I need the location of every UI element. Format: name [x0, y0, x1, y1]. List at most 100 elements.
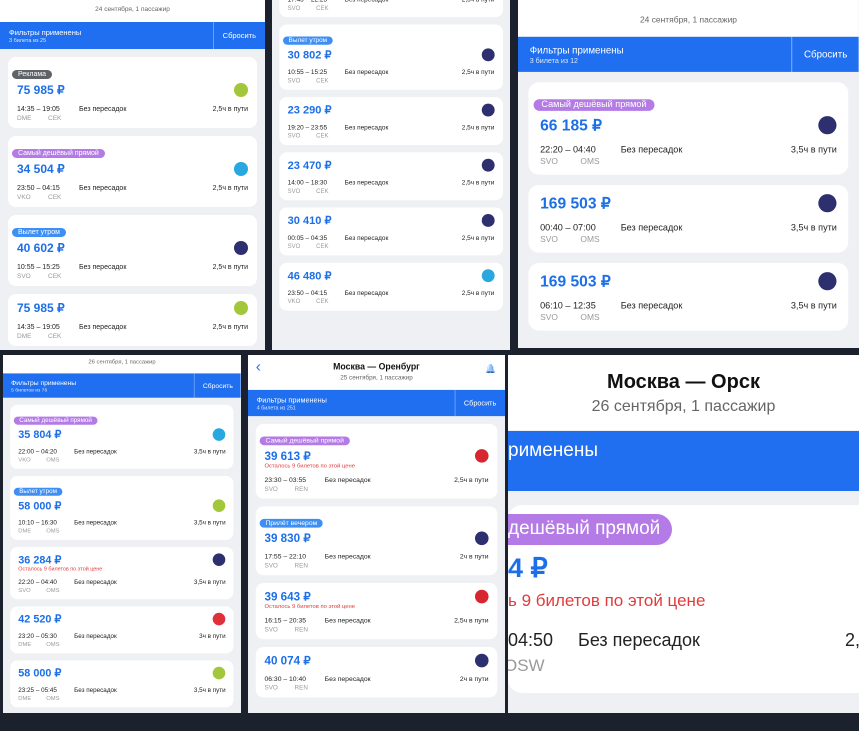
ticket-badge: Самый дешёвый прямой — [12, 149, 105, 158]
airline-logo — [481, 269, 495, 283]
to-airport: OMS — [580, 157, 600, 167]
flight-row: 23:20 – 05:30 Без пересадок 3ч в пути — [18, 634, 225, 640]
from-airport: DME — [18, 641, 32, 648]
screen: 26 сентября, 1 пассажир Фильтры применены… — [3, 355, 241, 708]
reset-button[interactable]: Сбросить — [193, 373, 241, 398]
ticket-badge: Самый дешёвый прямой — [13, 416, 98, 425]
airport-codes: SVO OMS — [540, 158, 837, 167]
to-airport: CEK — [316, 77, 329, 85]
ticket-card[interactable]: 46 480 ₽ 23:50 – 04:15 Без пересадок 2,5ч в… — [279, 262, 503, 311]
flight-duration: 2ч в пути — [459, 553, 489, 561]
ticket-card[interactable]: Самый дешёвый прямой 39 613 ₽ Осталось 9 б… — [255, 423, 498, 499]
route-subtitle: 26 сентября, 1 пассажир — [88, 359, 156, 366]
to-airport: CEK — [316, 243, 329, 250]
reset-button[interactable]: Сбросить — [212, 22, 265, 49]
ticket-card[interactable]: 23 290 ₽ 19:20 – 23:55 Без пересадок 2,5ч в… — [279, 97, 503, 145]
flight-row: 16:15 – 20:35 Без пересадок 2,5ч в пути — [264, 618, 488, 625]
to-airport: CEK — [316, 5, 329, 12]
filter-bar: Фильтры применены 4 билета из 251 Сбросить — [248, 389, 505, 417]
flight-stops: Без пересадок — [578, 630, 700, 650]
back-button[interactable]: ‹ — [255, 358, 261, 376]
airport-codes: DME OMS — [18, 696, 225, 702]
filter-title: Фильтры применены — [529, 44, 624, 57]
flight-duration: 2,5ч в пути — [212, 185, 248, 192]
route-subtitle: 26 сентября, 1 пассажир — [591, 398, 776, 415]
from-airport: SVO — [287, 5, 301, 12]
from-airport: SVO — [264, 626, 278, 634]
flight-stops: Без пересадок — [74, 449, 117, 456]
flight-row: 00:40 – 07:00 Без пересадок 3,5ч в пути — [540, 224, 837, 233]
flight-stops: Без пересадок — [344, 124, 389, 132]
ticket-card[interactable]: Вылет утром 40 602 ₽ 10:55 – 15:25 Без пере… — [8, 215, 257, 286]
reset-button[interactable]: Сбросить — [454, 389, 505, 417]
ticket-badge: Прилёт вечером — [259, 518, 324, 528]
flight-duration: 2,5ч в пути — [212, 264, 248, 271]
route-subtitle: 24 сентября, 1 пассажир — [639, 16, 738, 26]
ticket-card[interactable]: Вылет утром 30 802 ₽ 10:55 – 15:25 Без пере… — [279, 24, 503, 90]
airport-codes: SVO OMS — [540, 236, 837, 245]
ticket-price: 39 613 ₽ — [264, 449, 311, 463]
flight-times: 16:15 – 20:35 — [264, 617, 307, 625]
to-airport: OMS — [580, 235, 600, 245]
flight-row: 06:10 – 12:35 Без пересадок 3,5ч в пути — [540, 302, 837, 311]
airline-logo — [818, 116, 837, 135]
flight-times: 23:25 – 05:45 — [18, 687, 57, 694]
ticket-card[interactable]: 42 520 ₽ 23:20 – 05:30 Без пересадок 3ч в п… — [10, 606, 234, 654]
flight-stops: Без пересадок — [620, 146, 683, 156]
ticket-card[interactable]: Самый дешёвый прямой 35 804 ₽ 22:00 – 04:2… — [10, 404, 234, 469]
flight-row: 14:35 – 19:05 Без пересадок 2,5ч в пути — [17, 324, 248, 331]
flight-row: 22:20 – 04:40 Без пересадок 3,5ч в пути — [18, 580, 225, 586]
ticket-card[interactable]: 36 284 ₽ Осталось 9 билетов по этой цене 2… — [10, 547, 234, 600]
ticket-card[interactable]: 169 503 ₽ 00:40 – 07:00 Без пересадок 3,5ч … — [528, 185, 849, 253]
filter-title: рименены — [508, 440, 599, 461]
to-airport: REN — [294, 485, 308, 493]
airline-logo — [234, 83, 248, 97]
ticket-card[interactable]: Реклама 75 985 ₽ 14:35 – 19:05 Без пересадо… — [8, 57, 257, 128]
reset-button[interactable]: Сбросить — [790, 36, 859, 72]
filter-title: Фильтры применены — [9, 28, 82, 37]
flight-row: 17:45 – 22:25 Без пересадок 2,5ч в пути — [288, 0, 495, 3]
flight-row: 00:05 – 04:35 Без пересадок 2,5ч в пути — [288, 235, 495, 241]
filter-bar: Фильтры применены 3 билета из 12 Сбросить — [518, 36, 859, 72]
flight-times: 06:10 – 12:35 — [540, 302, 596, 312]
screenshot-panel: 24 сентября, 1 пассажир Фильтры применены… — [518, 0, 859, 348]
to-airport: OMS — [46, 641, 60, 648]
filter-bar — [508, 431, 859, 491]
flight-stops: Без пересадок — [620, 223, 683, 234]
ticket-card[interactable]: Прилёт вечером 39 830 ₽ 17:55 – 22:10 Без п… — [255, 506, 498, 576]
ticket-badge: Самый дешёвый прямой — [259, 436, 350, 446]
flight-times: 10:55 – 15:25 — [287, 69, 328, 76]
flight-stops: Без пересадок — [344, 0, 389, 4]
airline-logo — [213, 612, 226, 626]
flight-times: 04:50 — [508, 630, 554, 650]
to-airport: CEK — [316, 298, 329, 306]
flight-duration: 3,5ч в пути — [193, 687, 226, 694]
ticket-card[interactable]: 23 470 ₽ 14:00 – 18:30 Без пересадок 2,5ч в… — [279, 152, 503, 201]
ticket-card[interactable]: 75 985 ₽ 14:35 – 19:05 Без пересадок 2,5ч в… — [8, 294, 257, 346]
ticket-card[interactable]: 39 643 ₽ Осталось 9 билетов по этой цене 1… — [255, 582, 498, 640]
bell-icon[interactable]: 🔔 — [485, 363, 497, 374]
to-airport: REN — [294, 684, 308, 692]
filter-title: Фильтры применены — [256, 395, 327, 405]
ticket-card[interactable]: 30 410 ₽ 00:05 – 04:35 Без пересадок 2,5ч в… — [279, 207, 503, 256]
ticket-card[interactable]: 58 000 ₽ 23:25 – 05:45 Без пересадок 3,5ч в… — [10, 660, 234, 708]
flight-duration: 2,5ч в пути — [454, 477, 489, 485]
filter-bar: Фильтры применены 3 билета из 25 Сбросить — [0, 22, 265, 49]
ticket-price: 36 284 ₽ — [18, 553, 62, 566]
to-airport: OMS — [46, 587, 60, 594]
from-airport: SVO — [264, 684, 278, 692]
ticket-card[interactable]: Самый дешёвый прямой 66 185 ₽ 22:20 – 04:4… — [528, 82, 849, 175]
ticket-card[interactable]: 17:45 – 22:25 Без пересадок 2,5ч в пути SVO… — [279, 0, 503, 18]
ticket-card[interactable]: 169 503 ₽ 06:10 – 12:35 Без пересадок 3,5ч … — [528, 263, 849, 331]
flight-stops: Без пересадок — [79, 106, 127, 113]
ticket-card[interactable]: 40 074 ₽ 06:30 – 10:40 Без пересадок 2ч в п… — [255, 646, 498, 698]
flight-times: 17:55 – 22:10 — [264, 553, 307, 561]
airline-logo — [474, 653, 489, 668]
route-subtitle: 25 сентября, 1 пассажир — [340, 374, 413, 382]
screenshot-panel: 24 сентября, 1 пассажир Фильтры применены… — [0, 0, 265, 350]
ticket-card[interactable]: Вылет утром 58 000 ₽ 10:10 – 16:30 Без пере… — [10, 476, 234, 540]
flight-row: 10:10 – 16:30 Без пересадок 3,5ч в пути — [18, 520, 225, 526]
ticket-badge: Вылет утром — [12, 228, 66, 237]
route-title: Москва — Орск — [607, 371, 760, 393]
ticket-card[interactable]: Самый дешёвый прямой 34 504 ₽ 23:50 – 04:1… — [8, 136, 257, 207]
